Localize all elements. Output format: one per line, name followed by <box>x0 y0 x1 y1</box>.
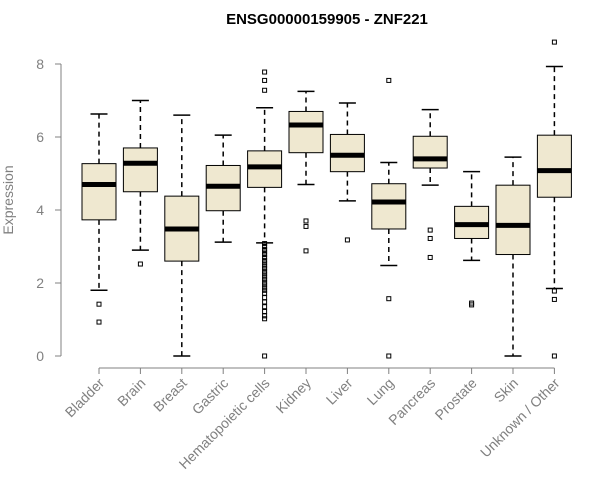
outlier-point <box>551 39 557 45</box>
box-iqr <box>288 110 324 154</box>
y-tick-label: 0 <box>36 348 44 364</box>
x-tick-label: Liver <box>323 375 356 408</box>
y-tick-label: 4 <box>36 202 44 218</box>
outlier-point <box>386 296 392 302</box>
outlier-point <box>427 235 433 241</box>
outlier-point <box>262 249 268 255</box>
outlier-point <box>262 304 268 310</box>
y-axis-label: Expression <box>0 165 16 234</box>
box-skin <box>495 156 531 357</box>
outlier-point <box>262 274 268 280</box>
outlier-point <box>262 260 268 266</box>
outlier-point <box>262 268 268 274</box>
outlier-point <box>262 254 268 260</box>
box-iqr <box>412 135 448 169</box>
box-pancreas <box>412 108 448 260</box>
box-iqr <box>495 184 531 256</box>
outlier-point <box>344 237 350 243</box>
outlier-point <box>551 288 557 294</box>
outlier-point <box>386 77 392 83</box>
box-iqr <box>371 183 407 230</box>
outlier-point <box>262 282 268 288</box>
outlier-point <box>262 252 268 258</box>
y-tick-label: 8 <box>36 56 44 72</box>
y-tick-label: 2 <box>36 275 44 291</box>
box-iqr <box>122 147 158 193</box>
outlier-point <box>262 244 268 249</box>
outlier-point <box>262 271 268 277</box>
box-liver <box>329 102 365 243</box>
outlier-point <box>262 308 268 314</box>
x-tick-label: Kidney <box>273 375 315 417</box>
box-iqr <box>81 163 117 221</box>
box-gastric <box>205 134 241 243</box>
outlier-point <box>262 265 268 271</box>
outlier-point <box>262 316 268 322</box>
outlier-point <box>262 287 268 293</box>
x-tick-label: Lung <box>364 375 397 408</box>
box-bladder <box>81 113 117 325</box>
box-brain <box>122 99 158 267</box>
y-tick-label: 6 <box>36 129 44 145</box>
x-tick-label: Skin <box>491 375 522 406</box>
outlier-point <box>551 353 557 359</box>
outlier-point <box>137 261 143 267</box>
x-tick-label: Bladder <box>62 375 108 421</box>
outlier-point <box>303 248 309 254</box>
box-kidney <box>288 90 324 254</box>
box-lung <box>371 77 407 359</box>
outlier-point <box>262 257 268 263</box>
outlier-point <box>96 301 102 307</box>
x-tick-label: Unknown / Other <box>477 375 563 461</box>
outlier-point <box>262 246 268 252</box>
outlier-point <box>262 279 268 285</box>
outlier-point <box>427 227 433 233</box>
outlier-point <box>96 319 102 325</box>
box-unknown-other <box>536 39 572 359</box>
outlier-point <box>262 263 268 269</box>
outlier-point <box>262 285 268 291</box>
outlier-point <box>262 295 268 301</box>
outlier-point <box>262 77 268 83</box>
boxes-group <box>81 39 572 359</box>
outlier-point <box>262 87 268 93</box>
x-tick-label: Brain <box>114 375 148 409</box>
box-iqr <box>536 134 572 198</box>
outlier-point <box>469 302 475 308</box>
outlier-point <box>427 254 433 260</box>
outlier-point <box>262 276 268 282</box>
outlier-point <box>303 223 309 229</box>
outlier-point <box>262 69 268 75</box>
box-prostate <box>454 170 490 308</box>
outlier-point <box>303 218 309 224</box>
chart-title: ENSG00000159905 - ZNF221 <box>226 11 428 28</box>
y-axis: 0 2 4 6 8 <box>36 56 62 364</box>
outlier-point <box>262 299 268 305</box>
outlier-point <box>262 353 268 359</box>
box-hematopoietic-cells <box>247 69 283 359</box>
x-tick-label: Prostate <box>432 375 480 423</box>
box-breast <box>164 114 200 357</box>
x-tick-label: Breast <box>150 375 190 415</box>
outlier-point <box>262 241 268 247</box>
outlier-point <box>551 296 557 302</box>
outlier-point <box>262 313 268 319</box>
outlier-point <box>386 353 392 359</box>
